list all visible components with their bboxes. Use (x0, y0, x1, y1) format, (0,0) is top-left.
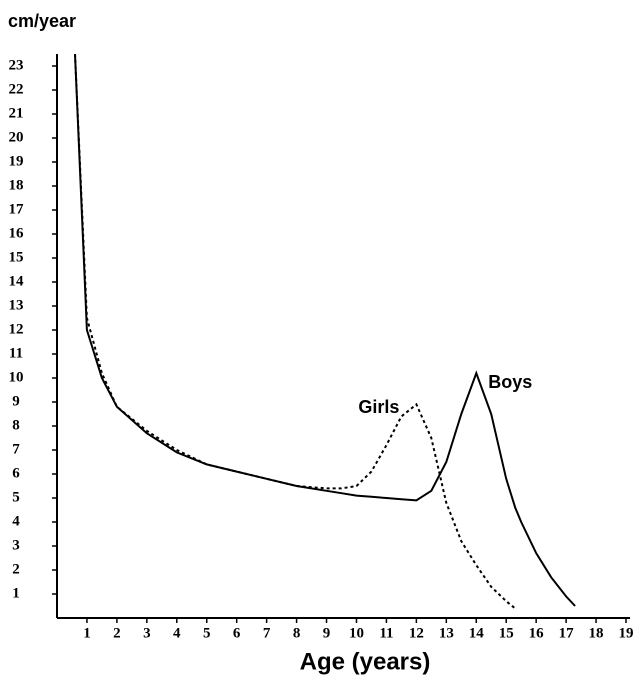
y-tick-label: 5 (12, 489, 20, 505)
y-tick-label: 10 (9, 369, 24, 385)
x-tick-label: 7 (263, 625, 271, 641)
x-tick-label: 6 (233, 625, 241, 641)
x-tick-label: 5 (203, 625, 211, 641)
y-tick-label: 16 (9, 225, 25, 241)
y-tick-label: 3 (12, 537, 20, 553)
y-axis-label: cm/year (8, 11, 76, 31)
y-tick-label: 22 (9, 81, 24, 97)
x-tick-label: 8 (293, 625, 301, 641)
x-tick-label: 11 (379, 625, 393, 641)
y-tick-label: 21 (9, 105, 24, 121)
y-tick-label: 2 (12, 561, 20, 577)
y-tick-label: 14 (9, 273, 25, 289)
y-tick-label: 11 (9, 345, 23, 361)
y-tick-label: 15 (9, 249, 24, 265)
y-tick-label: 8 (12, 417, 20, 433)
y-tick-label: 18 (9, 177, 24, 193)
x-tick-label: 13 (439, 625, 454, 641)
y-tick-label: 20 (9, 129, 24, 145)
y-tick-label: 12 (9, 321, 24, 337)
y-tick-label: 4 (12, 513, 20, 529)
y-tick-label: 6 (12, 465, 20, 481)
series-line (74, 53, 516, 610)
y-tick-label: 9 (12, 393, 20, 409)
series-line (74, 53, 576, 607)
y-tick-label: 1 (12, 585, 20, 601)
x-tick-label: 3 (143, 625, 151, 641)
x-tick-label: 9 (323, 625, 331, 641)
x-tick-label: 18 (589, 625, 604, 641)
x-tick-label: 12 (409, 625, 424, 641)
x-tick-label: 17 (559, 625, 575, 641)
series-label: Boys (488, 372, 532, 392)
y-tick-label: 7 (12, 441, 20, 457)
x-tick-label: 4 (173, 625, 181, 641)
y-tick-label: 23 (9, 57, 24, 73)
y-tick-label: 17 (9, 201, 25, 217)
series-label: Girls (358, 397, 399, 417)
x-tick-label: 2 (113, 625, 121, 641)
x-axis-label: Age (years) (300, 648, 431, 675)
y-tick-label: 19 (9, 153, 24, 169)
x-tick-label: 16 (529, 625, 545, 641)
y-tick-label: 13 (9, 297, 24, 313)
x-tick-label: 15 (499, 625, 514, 641)
x-tick-label: 14 (469, 625, 485, 641)
x-tick-label: 19 (619, 625, 634, 641)
x-tick-label: 10 (349, 625, 364, 641)
x-tick-label: 1 (83, 625, 91, 641)
